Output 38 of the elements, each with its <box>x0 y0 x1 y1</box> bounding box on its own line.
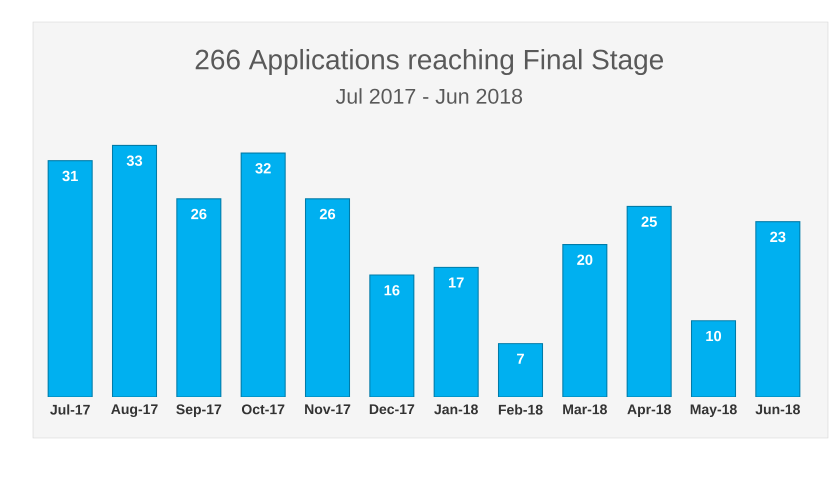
x-tick-label: Sep-17 <box>176 404 222 418</box>
bar <box>562 244 607 397</box>
data-label: 16 <box>384 285 400 296</box>
data-label: 23 <box>770 232 786 242</box>
bar <box>498 344 542 397</box>
data-label: 17 <box>448 277 464 288</box>
x-tick-label: Feb-18 <box>498 404 543 415</box>
data-label: 31 <box>62 170 78 182</box>
x-tick-label: Jun-18 <box>755 404 800 414</box>
data-label: 7 <box>517 354 524 364</box>
x-tick-label: Apr-18 <box>627 404 671 418</box>
bar <box>176 198 221 397</box>
data-label: 32 <box>255 163 271 174</box>
bar <box>434 267 478 397</box>
bar <box>755 221 800 397</box>
bar <box>692 320 736 397</box>
x-tick-label: Mar-18 <box>563 404 607 414</box>
chart-title: 266 Applications reaching Final Stage <box>196 48 664 76</box>
x-tick-label: Nov-17 <box>305 404 350 414</box>
bar <box>370 275 414 397</box>
x-tick-label: Jan-18 <box>434 404 478 414</box>
data-label: 26 <box>320 208 336 220</box>
bar <box>306 198 350 397</box>
x-tick-label: May-18 <box>690 404 737 418</box>
x-tick-label: Jul-17 <box>50 404 90 415</box>
data-label: 26 <box>191 208 206 220</box>
data-label: 25 <box>642 216 657 227</box>
bar <box>241 153 286 397</box>
data-label: 20 <box>577 254 592 265</box>
bar <box>48 160 92 397</box>
x-tick-label: Oct-17 <box>242 404 284 414</box>
data-label: 33 <box>126 155 142 166</box>
data-label: 10 <box>706 330 722 342</box>
x-tick-label: Aug-17 <box>111 404 158 417</box>
chart-subtitle: Jul 2017 - Jun 2018 <box>336 88 522 104</box>
bar <box>112 145 157 397</box>
bar <box>627 206 672 397</box>
x-tick-label: Dec-17 <box>370 404 414 414</box>
